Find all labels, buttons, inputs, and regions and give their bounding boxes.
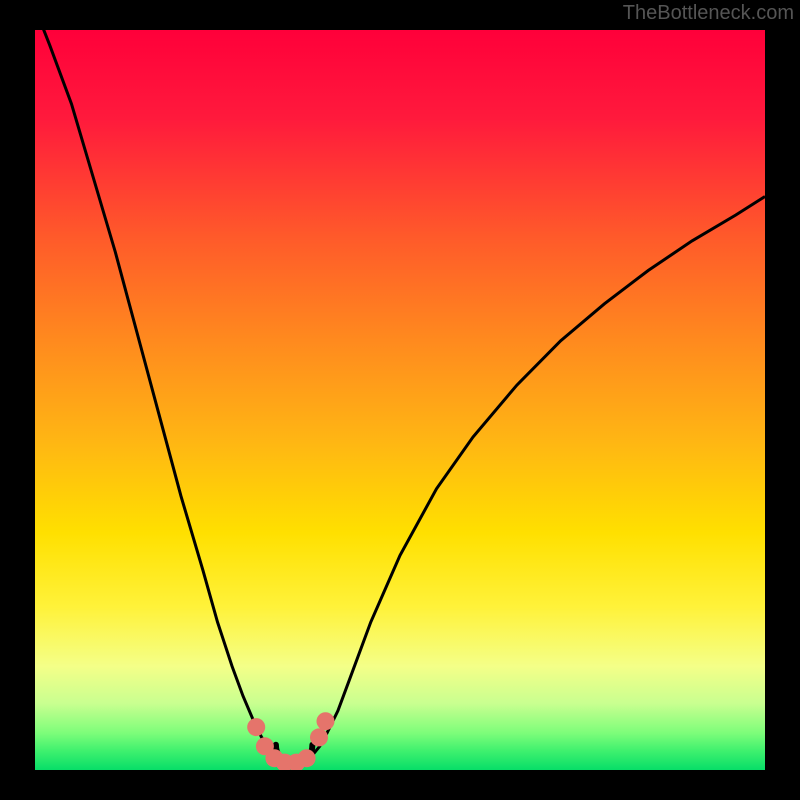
marker-dot: [298, 749, 316, 767]
marker-dot: [247, 718, 265, 736]
gradient-background: [35, 30, 765, 770]
marker-dot: [310, 728, 328, 746]
bottleneck-chart: [0, 0, 800, 800]
watermark-text: TheBottleneck.com: [623, 2, 794, 25]
marker-dot: [317, 712, 335, 730]
plot-area: [35, 8, 765, 772]
